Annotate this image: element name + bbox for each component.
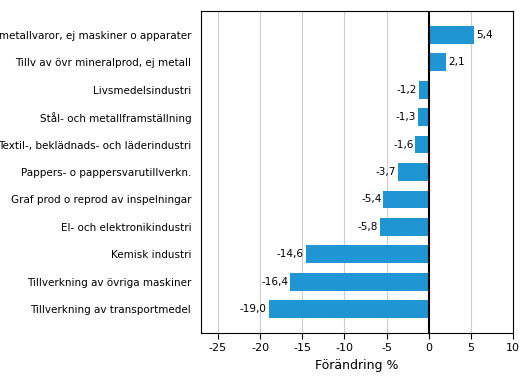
Text: -14,6: -14,6 (277, 249, 304, 259)
Bar (398, 163, 429, 181)
Bar (306, 245, 429, 263)
X-axis label: Förändring %: Förändring % (315, 359, 399, 372)
Bar (383, 191, 429, 208)
Text: -1,3: -1,3 (396, 112, 416, 122)
Bar (418, 81, 429, 99)
Text: -5,8: -5,8 (358, 222, 378, 232)
Text: -16,4: -16,4 (262, 277, 289, 287)
Text: 2,1: 2,1 (448, 57, 465, 67)
Bar (380, 218, 429, 236)
Text: -1,6: -1,6 (393, 139, 414, 150)
Text: 5,4: 5,4 (476, 30, 492, 40)
Bar (415, 136, 429, 153)
Bar (429, 53, 446, 71)
Bar (418, 108, 429, 126)
Text: -3,7: -3,7 (376, 167, 396, 177)
Text: -5,4: -5,4 (361, 194, 381, 204)
Bar (429, 26, 475, 44)
Bar (269, 300, 429, 318)
Bar (290, 273, 429, 291)
Text: -1,2: -1,2 (397, 85, 417, 95)
Text: -19,0: -19,0 (240, 304, 267, 314)
